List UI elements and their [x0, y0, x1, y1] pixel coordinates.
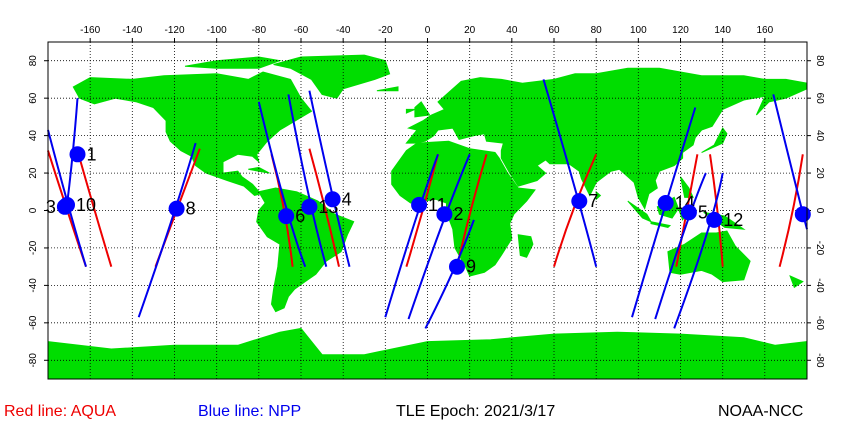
lat-tick-label-left: -40: [28, 278, 39, 293]
satellite-position-marker[interactable]: [436, 206, 453, 223]
satellite-position-marker[interactable]: [449, 258, 465, 275]
marker-label: 6: [295, 206, 305, 226]
npp-track-line: [287, 94, 328, 267]
lat-tick-label-left: 40: [28, 130, 39, 142]
marker-label: 9: [466, 257, 476, 277]
npp-legend: Blue line: NPP: [198, 403, 302, 420]
lat-tick-label-left: 60: [28, 92, 39, 104]
aqua-track-line: [308, 148, 340, 267]
npp-track-line: [257, 101, 307, 268]
npp-track-line: [308, 90, 351, 267]
lat-tick-label-right: 0: [814, 208, 825, 214]
lat-tick-label-right: -80: [814, 353, 825, 368]
satellite-position-marker[interactable]: [706, 211, 723, 228]
marker-label: 5: [698, 202, 708, 222]
satellite-position-marker[interactable]: [680, 204, 697, 221]
lon-tick-label: 120: [672, 25, 689, 36]
marker-label: 1: [87, 144, 97, 164]
lat-tick-label-right: 80: [814, 55, 825, 67]
lat-tick-label-left: 20: [28, 167, 39, 179]
marker-label: 8: [186, 199, 196, 219]
npp-track-line: [542, 79, 598, 267]
lon-tick-label: 100: [630, 25, 647, 36]
satellite-position-marker[interactable]: [411, 196, 428, 213]
lon-tick-label: 160: [756, 25, 773, 36]
lat-tick-label-right: -60: [814, 316, 825, 331]
map-frame: [47, 41, 808, 380]
lon-tick-label: -120: [164, 25, 184, 36]
npp-track-line: [772, 94, 808, 230]
npp-track-line: [384, 153, 439, 318]
lon-tick-label: -160: [80, 25, 100, 36]
aqua-track-line: [778, 154, 804, 267]
lon-tick-label: -80: [252, 25, 267, 36]
lon-tick-label: 140: [714, 25, 731, 36]
landmass: [405, 108, 416, 114]
lat-tick-label-right: -40: [814, 278, 825, 293]
npp-track-line: [654, 172, 707, 320]
lon-tick-label: -40: [336, 25, 351, 36]
marker-label: 3: [46, 197, 56, 217]
epoch-label: TLE Epoch: 2021/3/17: [396, 403, 556, 420]
aqua-track-line: [709, 154, 724, 267]
satellite-position-marker[interactable]: [168, 200, 185, 217]
marker-label: 7: [588, 191, 598, 211]
marker-layer: 13 10 8 6 13 4 11 297 14 5 12: [46, 144, 811, 277]
landmass: [414, 101, 431, 118]
satellite-position-marker[interactable]: [59, 196, 75, 213]
landmass: [701, 127, 728, 153]
satellite-position-marker[interactable]: [571, 193, 588, 210]
lat-tick-label-left: 80: [28, 55, 39, 67]
satellite-position-marker[interactable]: [278, 208, 295, 225]
landmass: [667, 230, 751, 283]
tick-labels: -160 -140 -120 -100 -80 -60 -40 -20 0 20 40 60 80 100…: [28, 25, 825, 368]
credit-label: NOAA-NCC: [718, 403, 804, 420]
lat-tick-label-left: -80: [28, 353, 39, 368]
satellite-position-marker[interactable]: [324, 191, 341, 208]
lat-tick-label-right: 60: [814, 93, 825, 105]
lon-tick-label: -60: [294, 25, 309, 36]
satellite-position-marker[interactable]: [69, 146, 86, 163]
marker-label: 4: [342, 189, 352, 209]
npp-track-line: [673, 172, 724, 329]
lat-tick-label-left: -60: [28, 315, 39, 330]
satellite-position-marker[interactable]: [657, 195, 674, 211]
landmass: [789, 275, 804, 289]
landmass: [273, 54, 391, 99]
lon-tick-label: -100: [207, 25, 227, 36]
lon-tick-label: -140: [122, 25, 142, 36]
lon-tick-label: -20: [378, 25, 393, 36]
landmass: [517, 234, 534, 258]
lon-tick-label: 20: [464, 25, 476, 36]
lon-tick-label: 0: [425, 25, 431, 36]
satellite-position-marker[interactable]: [794, 206, 811, 223]
lon-tick-label: 60: [548, 25, 560, 36]
lon-tick-label: 80: [591, 25, 603, 36]
lat-tick-label-right: -20: [814, 241, 825, 256]
lat-tick-label-right: 20: [814, 168, 825, 180]
aqua-track-line: [553, 153, 598, 267]
landmass: [376, 86, 399, 92]
landmass: [72, 71, 313, 197]
lat-tick-label-left: 0: [28, 207, 39, 213]
marker-label: 12: [723, 210, 743, 230]
marker-label: 10: [76, 195, 96, 215]
lon-tick-label: 40: [506, 25, 518, 36]
npp-track-line: [137, 142, 197, 318]
aqua-legend: Red line: AQUA: [4, 403, 117, 420]
satellite-position-marker[interactable]: [301, 198, 318, 215]
lat-tick-label-left: -20: [28, 240, 39, 255]
marker-label: 2: [453, 204, 463, 224]
aqua-track-line: [76, 150, 113, 267]
lat-tick-label-right: 40: [814, 130, 825, 142]
npp-track-line: [407, 153, 471, 320]
